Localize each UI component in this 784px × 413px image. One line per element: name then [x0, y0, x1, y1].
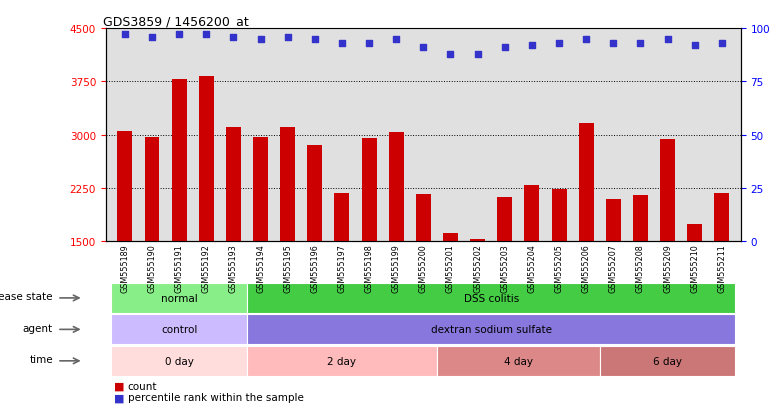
Text: GSM555207: GSM555207: [609, 244, 618, 292]
Bar: [280, 128, 295, 242]
Bar: [660, 140, 675, 242]
Text: dextran sodium sulfate: dextran sodium sulfate: [430, 325, 552, 335]
Bar: [118, 132, 132, 242]
Text: GSM555208: GSM555208: [636, 244, 645, 292]
Bar: [524, 185, 539, 242]
Text: 2 day: 2 day: [328, 356, 357, 366]
Text: 0 day: 0 day: [165, 356, 194, 366]
Text: percentile rank within the sample: percentile rank within the sample: [128, 392, 303, 402]
Bar: [226, 128, 241, 242]
Point: [716, 40, 728, 47]
Point: [390, 36, 402, 43]
Point: [227, 34, 240, 41]
Bar: [688, 225, 702, 242]
Bar: [172, 80, 187, 242]
Text: GSM555198: GSM555198: [365, 244, 374, 292]
Bar: [335, 193, 350, 242]
Point: [200, 32, 212, 38]
Bar: [633, 195, 648, 242]
Text: GSM555197: GSM555197: [337, 244, 347, 292]
Text: GSM555204: GSM555204: [528, 244, 536, 292]
Bar: [470, 240, 485, 242]
Text: disease state: disease state: [0, 292, 53, 301]
Text: GSM555199: GSM555199: [392, 244, 401, 292]
Text: GSM555193: GSM555193: [229, 244, 238, 292]
Point: [662, 36, 674, 43]
Point: [336, 40, 348, 47]
Bar: [361, 139, 376, 242]
Text: GSM555203: GSM555203: [500, 244, 510, 292]
Point: [417, 45, 430, 51]
Text: count: count: [128, 381, 158, 391]
Text: GSM555202: GSM555202: [473, 244, 482, 292]
Point: [445, 51, 457, 58]
Text: agent: agent: [23, 323, 53, 333]
Bar: [389, 133, 404, 242]
Text: ■: ■: [114, 392, 124, 402]
Text: GSM555200: GSM555200: [419, 244, 428, 292]
Text: 6 day: 6 day: [653, 356, 682, 366]
Bar: [307, 145, 322, 242]
Text: 4 day: 4 day: [504, 356, 533, 366]
Text: GSM555205: GSM555205: [554, 244, 564, 292]
Bar: [714, 193, 729, 242]
Text: DSS colitis: DSS colitis: [463, 293, 519, 303]
Text: GDS3859 / 1456200_at: GDS3859 / 1456200_at: [103, 15, 249, 28]
Point: [363, 40, 376, 47]
Bar: [606, 199, 621, 242]
Point: [525, 43, 538, 49]
Text: control: control: [161, 325, 198, 335]
Point: [309, 36, 321, 43]
Text: GSM555190: GSM555190: [147, 244, 157, 292]
Bar: [579, 123, 593, 242]
Text: GSM555195: GSM555195: [283, 244, 292, 292]
Bar: [253, 138, 268, 242]
Bar: [552, 190, 567, 242]
Point: [688, 43, 701, 49]
Text: GSM555201: GSM555201: [446, 244, 455, 292]
Point: [172, 32, 185, 38]
Bar: [199, 77, 214, 242]
Text: GSM555210: GSM555210: [690, 244, 699, 292]
Point: [254, 36, 267, 43]
Text: time: time: [29, 354, 53, 364]
Text: normal: normal: [161, 293, 198, 303]
Point: [471, 51, 484, 58]
Point: [146, 34, 158, 41]
Point: [553, 40, 565, 47]
Bar: [144, 138, 159, 242]
Point: [499, 45, 511, 51]
Bar: [443, 234, 458, 242]
Point: [607, 40, 619, 47]
Text: GSM555211: GSM555211: [717, 244, 727, 292]
Text: ■: ■: [114, 381, 124, 391]
Point: [118, 32, 131, 38]
Text: GSM555191: GSM555191: [175, 244, 183, 292]
Text: GSM555206: GSM555206: [582, 244, 590, 292]
Point: [580, 36, 593, 43]
Bar: [497, 198, 512, 242]
Bar: [416, 194, 431, 242]
Text: GSM555194: GSM555194: [256, 244, 265, 292]
Text: GSM555189: GSM555189: [120, 244, 129, 292]
Text: GSM555192: GSM555192: [201, 244, 211, 292]
Point: [634, 40, 647, 47]
Text: GSM555196: GSM555196: [310, 244, 319, 292]
Point: [281, 34, 294, 41]
Text: GSM555209: GSM555209: [663, 244, 672, 292]
